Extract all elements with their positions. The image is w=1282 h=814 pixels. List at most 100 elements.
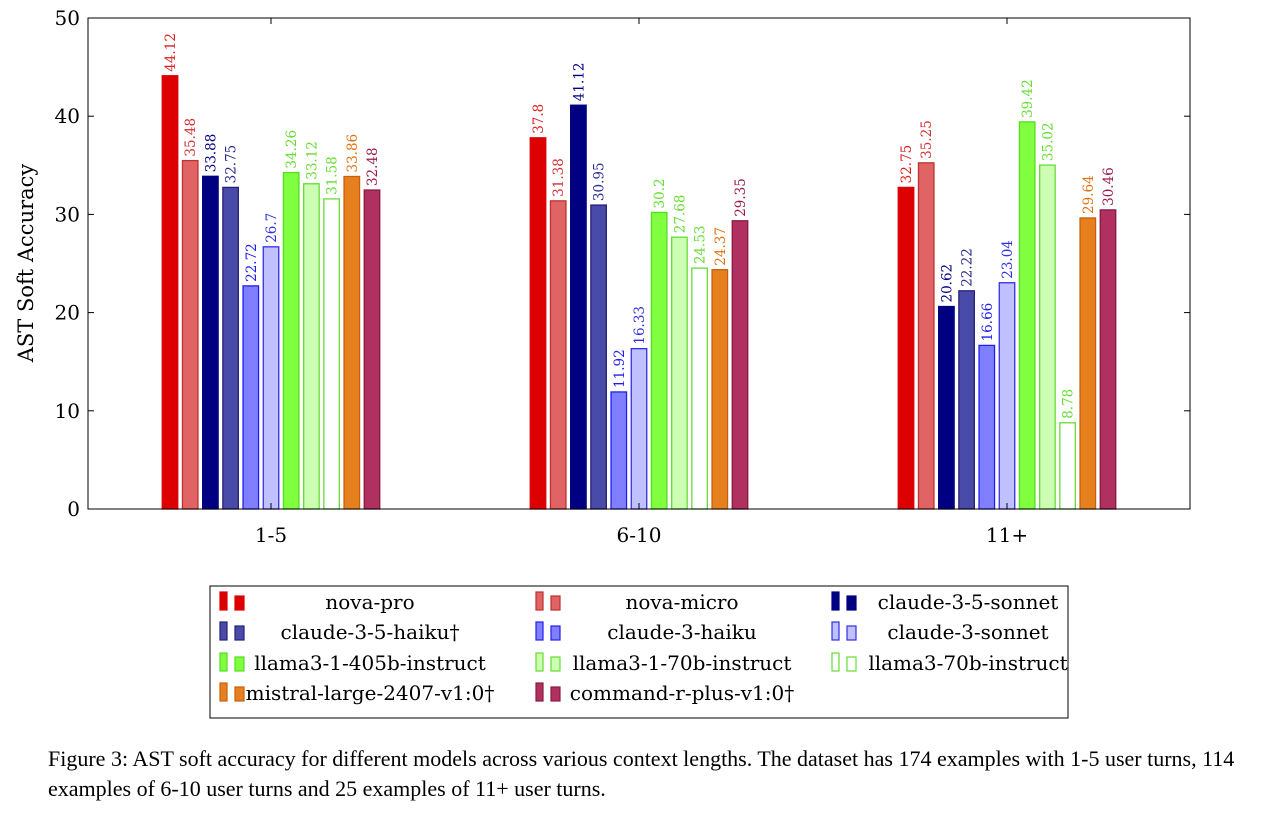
value-label: 32.48 [365, 147, 381, 186]
value-label: 35.48 [183, 118, 199, 157]
y-tick-label: 10 [55, 399, 80, 423]
x-tick-label: 11+ [986, 523, 1028, 547]
value-label: 32.75 [899, 145, 915, 184]
value-label: 30.95 [592, 162, 608, 201]
legend-entry: claude-3-haiku [607, 620, 757, 644]
bar [161, 75, 179, 510]
y-tick-label: 40 [55, 104, 80, 128]
bar [363, 189, 381, 510]
bar [181, 159, 199, 510]
bar [1039, 164, 1056, 510]
legend-swatch [831, 652, 840, 672]
legend-swatch [550, 625, 561, 641]
bar [958, 290, 975, 510]
value-label: 39.42 [1020, 79, 1036, 118]
bar [590, 204, 607, 510]
legend-swatch [535, 621, 544, 641]
legend-swatch [219, 621, 228, 641]
bar [343, 175, 361, 510]
legend-entry: llama3-1-405b-instruct [254, 651, 486, 675]
legend-swatch [846, 656, 857, 672]
legend-swatch [234, 625, 245, 641]
legend-entry: llama3-1-70b-instruct [573, 651, 792, 675]
bar [1059, 422, 1076, 510]
legend-swatch [234, 686, 245, 702]
value-label: 29.64 [1081, 175, 1097, 214]
value-label: 20.62 [939, 264, 955, 303]
y-tick-label: 30 [55, 202, 80, 226]
legend-entry: claude-3-5-haiku† [281, 620, 460, 644]
bar [630, 347, 648, 510]
legend-entry: nova-micro [625, 590, 738, 614]
bar [1099, 209, 1117, 510]
value-label: 35.02 [1040, 122, 1056, 161]
y-tick-label: 50 [55, 6, 80, 30]
bar [549, 200, 567, 510]
bar [691, 267, 708, 510]
value-label: 33.86 [345, 134, 361, 173]
value-label: 16.66 [980, 303, 996, 342]
legend-swatch [831, 621, 840, 641]
bar [570, 104, 587, 510]
legend-entry: claude-3-5-sonnet [878, 590, 1059, 614]
value-label: 34.26 [284, 130, 300, 169]
bar [242, 285, 260, 510]
bar [323, 198, 341, 510]
value-label: 26.7 [264, 213, 280, 243]
value-label: 16.33 [632, 306, 648, 345]
legend-swatch [550, 686, 561, 702]
legend-entry: llama3-70b-instruct [868, 651, 1067, 675]
legend-swatch [831, 591, 840, 611]
legend: nova-pro nova-micro claude-3-5-sonnet claud… [209, 585, 1069, 719]
bar [201, 175, 219, 510]
bar [262, 246, 280, 510]
bar [1079, 217, 1097, 510]
value-label: 31.38 [551, 158, 567, 197]
value-label: 31.58 [325, 156, 341, 195]
legend-box [209, 585, 1069, 719]
legend-entry: nova-pro [325, 590, 414, 614]
bars [161, 75, 1117, 510]
value-label: 23.04 [1000, 240, 1016, 279]
legend-swatch [535, 682, 544, 702]
value-label: 29.35 [733, 178, 749, 217]
bar [917, 162, 935, 510]
bar [978, 344, 996, 510]
legend-entry: claude-3-sonnet [887, 620, 1048, 644]
bar [671, 236, 688, 510]
legend-swatch [846, 625, 857, 641]
bar [711, 269, 729, 510]
x-tick-label: 1-5 [255, 523, 287, 547]
bar [998, 282, 1016, 510]
value-label: 8.78 [1061, 389, 1077, 419]
legend-swatch [219, 682, 228, 702]
axes: 0 10 20 30 40 50 1-5 6-10 11+ [55, 6, 1190, 547]
bar [650, 211, 668, 510]
legend-entry: command-r-plus-v1:0† [570, 681, 794, 705]
value-label: 11.92 [612, 349, 628, 388]
value-label: 27.68 [672, 195, 688, 234]
legend-swatch [846, 595, 857, 611]
value-label: 37.8 [531, 104, 547, 134]
bar [529, 137, 547, 510]
value-label: 33.88 [203, 134, 219, 173]
bar [222, 186, 240, 510]
legend-swatch [535, 652, 544, 672]
legend-swatch [219, 652, 228, 672]
legend-swatch [219, 591, 228, 611]
value-label: 30.2 [652, 178, 668, 208]
bar [897, 186, 915, 510]
figure-caption: Figure 3: AST soft accuracy for differen… [48, 746, 1235, 801]
legend-entry: mistral-large-2407-v1:0† [246, 681, 495, 705]
value-label: 22.22 [960, 248, 976, 287]
legend-swatch [550, 595, 561, 611]
legend-swatch [234, 656, 245, 672]
bar [1018, 121, 1036, 510]
legend-swatch [234, 595, 245, 611]
bar [302, 183, 320, 510]
value-label: 30.46 [1101, 167, 1117, 206]
y-axis-label: AST Soft Accuracy [14, 164, 38, 364]
value-label: 33.12 [304, 141, 320, 180]
